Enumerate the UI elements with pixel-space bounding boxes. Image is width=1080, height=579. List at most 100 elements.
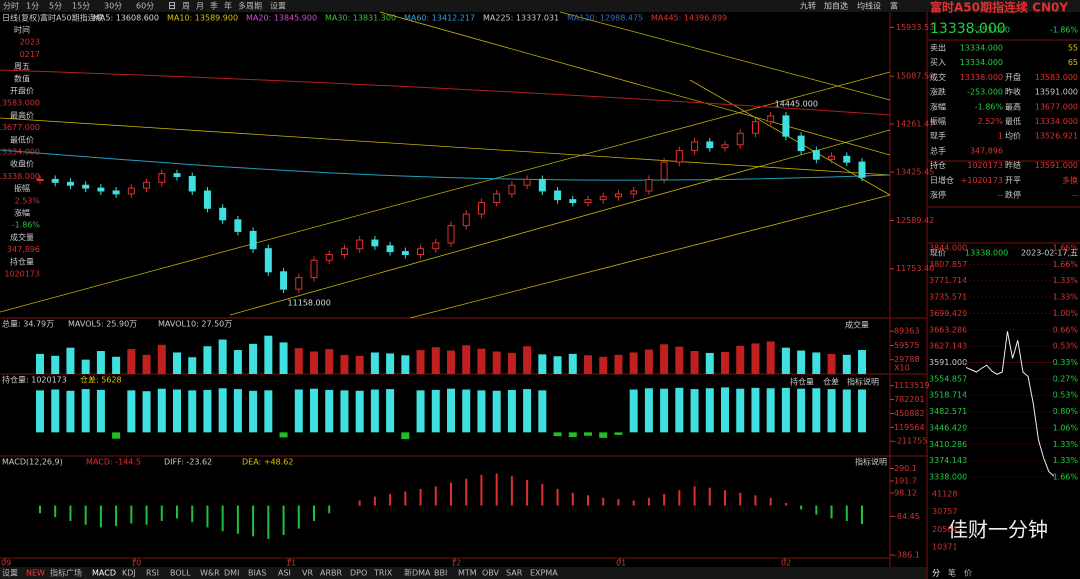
y-tick-label: 119564 — [894, 423, 925, 432]
bar — [553, 356, 562, 374]
indicator-tab[interactable]: KDJ — [122, 569, 136, 578]
bar — [188, 357, 197, 374]
bar — [766, 341, 775, 374]
indicator-tab[interactable]: MTM — [458, 569, 477, 578]
quote-value: 13334.000 — [960, 58, 1003, 67]
bar — [310, 351, 318, 374]
indicator-tab[interactable]: EXPMA — [530, 569, 558, 578]
bar — [142, 354, 151, 374]
indicator-tab[interactable]: DMI — [224, 569, 239, 578]
indicator-tab[interactable]: OBV — [482, 569, 500, 578]
candle — [706, 141, 714, 149]
ma-label: MA5: 13608.600 — [93, 14, 159, 23]
toolbar-tab[interactable]: 30分 — [104, 2, 122, 11]
bar — [325, 349, 334, 374]
info-text: 347,896 — [7, 245, 40, 254]
intraday-volume-label: 10371 — [932, 543, 957, 552]
bar — [842, 354, 851, 374]
bar — [127, 390, 136, 433]
toolbar-bg — [0, 0, 1080, 12]
ma-label: MA30: 13831.300 — [325, 14, 396, 23]
toolbar-tab[interactable]: 日 — [168, 2, 176, 11]
ma-label: MA20: 13845.900 — [246, 14, 317, 23]
frame — [0, 12, 1080, 579]
candle — [614, 193, 622, 198]
indicator-tab[interactable]: ARBR — [320, 569, 343, 578]
indicator-tab[interactable]: DPO — [350, 569, 367, 578]
indicator-tab[interactable]: 新DMA — [404, 568, 431, 578]
toolbar-tab[interactable]: 月 — [196, 2, 204, 11]
candle — [538, 178, 546, 192]
bar — [127, 349, 136, 374]
bar — [568, 353, 577, 374]
indicator-tab[interactable]: BIAS — [248, 569, 266, 578]
bar — [781, 387, 790, 433]
toolbar-tab[interactable]: 分时 — [3, 1, 19, 11]
candle — [721, 144, 729, 149]
watermark: 佳财一分钟 — [948, 518, 1048, 542]
bar — [431, 389, 440, 433]
panel-button[interactable]: 成交量 — [845, 320, 869, 330]
toolbar-tab[interactable]: 1分 — [26, 2, 39, 11]
bar — [690, 351, 699, 374]
indicator-tab[interactable]: SAR — [506, 569, 523, 578]
panel-button[interactable]: 仓差 — [823, 377, 839, 387]
toolbar-tab[interactable]: 5分 — [49, 2, 62, 11]
bar — [492, 390, 501, 433]
indicator-tab[interactable]: 设置 — [2, 568, 18, 578]
panel-button[interactable]: 持仓量 — [790, 377, 814, 387]
indicator-tab[interactable]: 指标广场 — [50, 568, 82, 578]
indicator-tab[interactable]: RSI — [146, 569, 159, 578]
bar — [279, 342, 288, 374]
toolbar-tab[interactable]: 周 — [182, 2, 190, 11]
intraday-tab[interactable]: 价 — [964, 569, 972, 578]
bar — [858, 389, 866, 433]
toolbar-button[interactable]: 九转 — [800, 1, 816, 11]
bar — [644, 388, 653, 433]
toolbar-tab[interactable]: 60分 — [136, 2, 154, 11]
indicator-tab[interactable]: MACD — [92, 569, 116, 578]
toolbar-tab[interactable]: 15分 — [72, 2, 90, 11]
bar — [157, 388, 166, 433]
toolbar-button[interactable]: 均线设 — [857, 1, 881, 11]
candle — [401, 251, 409, 255]
indicator-tab[interactable]: BBI — [434, 569, 447, 578]
intraday-price-label: 3663.286 — [929, 325, 967, 334]
candle — [858, 161, 866, 178]
toolbar-button[interactable]: 富 — [890, 1, 898, 11]
bar — [538, 354, 547, 374]
info-text: -1.86% — [12, 221, 41, 230]
indicator-tab[interactable]: NEW — [26, 569, 45, 578]
indicator-tab[interactable]: VR — [302, 569, 313, 578]
panel-button[interactable]: 指标说明 — [847, 377, 879, 387]
bar — [355, 355, 364, 374]
toolbar-tab[interactable]: 多周期 — [238, 1, 262, 11]
bar — [112, 356, 121, 374]
intraday-tab[interactable]: 笔 — [948, 568, 956, 578]
intraday-tab[interactable]: 分 — [932, 569, 940, 578]
intraday-volume-label: 20564 — [932, 525, 957, 534]
candle — [295, 277, 303, 290]
quote-label: 涨幅 — [930, 101, 946, 111]
toolbar-tab[interactable]: 设置 — [270, 1, 286, 11]
indicator-tab[interactable]: TRIX — [373, 569, 393, 578]
intraday-pct-label: 1.33% — [1053, 440, 1079, 449]
candle — [691, 141, 699, 152]
quote-value: 13677.000 — [1035, 102, 1078, 111]
indicator-tab[interactable]: ASI — [278, 569, 291, 578]
ma-label: MA225: 13337.031 — [483, 14, 559, 23]
panel-button[interactable]: 指标说明 — [855, 457, 887, 467]
bar — [614, 432, 623, 435]
quote-change: -253.000 — [974, 26, 1010, 35]
indicator-tab[interactable]: BOLL — [170, 569, 191, 578]
ma-mid — [0, 149, 891, 181]
candle — [203, 190, 211, 209]
ma-label: MA120: 12988.475 — [567, 14, 643, 23]
toolbar-button[interactable]: 加自选 — [824, 1, 848, 11]
indicator-tab[interactable]: W&R — [200, 569, 220, 578]
bar — [142, 391, 151, 433]
bar — [416, 350, 425, 374]
toolbar-tab[interactable]: 年 — [224, 1, 232, 11]
quote-label: 开盘 — [1005, 72, 1021, 82]
toolbar-tab[interactable]: 季 — [210, 1, 218, 11]
